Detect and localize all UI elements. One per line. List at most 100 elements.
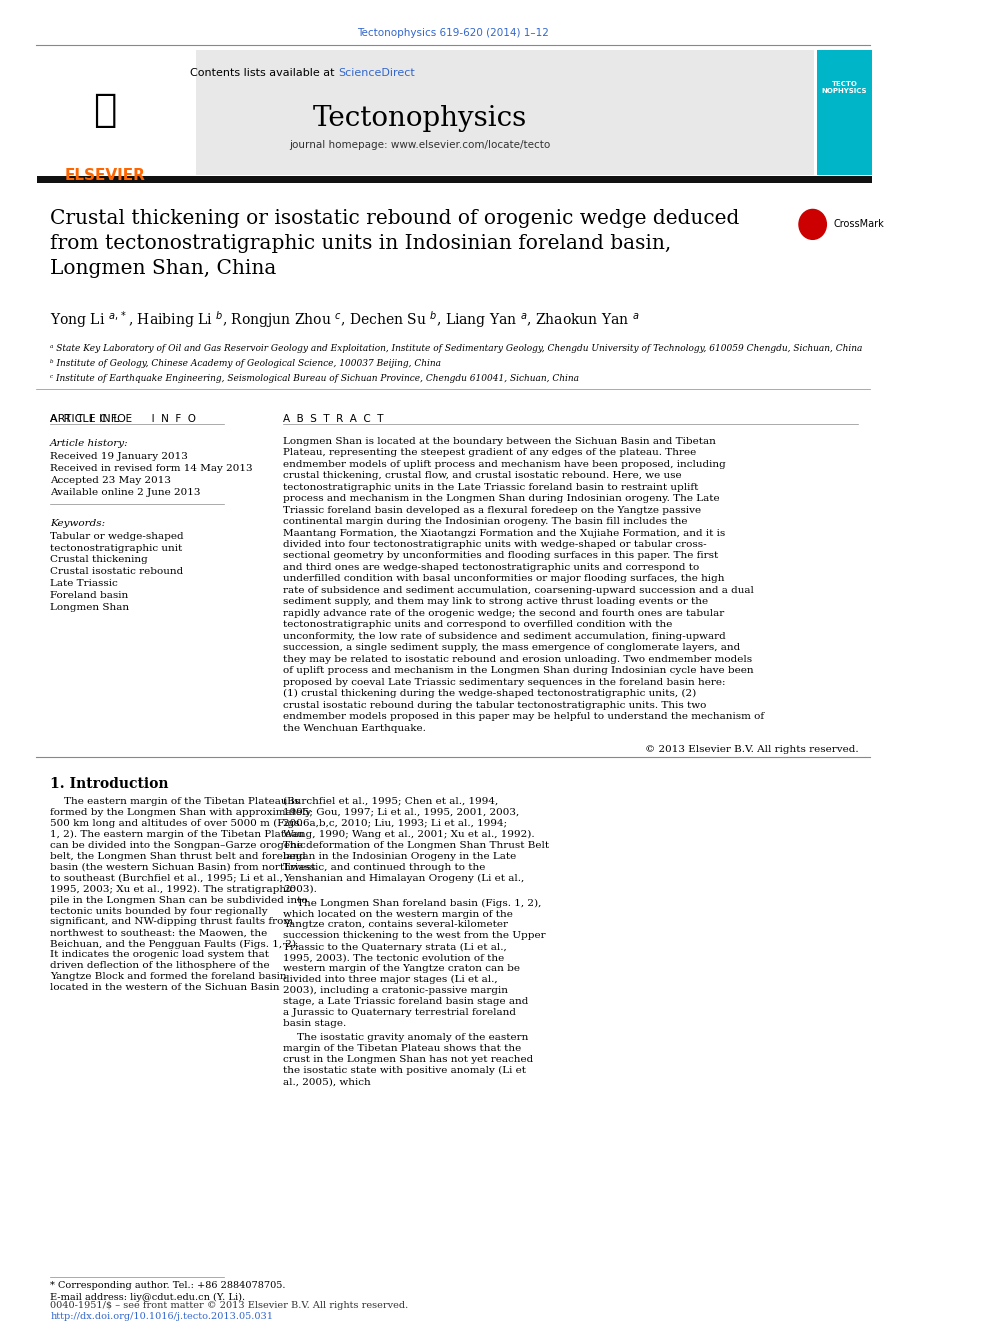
Text: http://dx.doi.org/10.1016/j.tecto.2013.05.031: http://dx.doi.org/10.1016/j.tecto.2013.0… <box>51 1312 273 1322</box>
Text: Crustal thickening or isostatic rebound of orogenic wedge deduced
from tectonost: Crustal thickening or isostatic rebound … <box>51 209 740 278</box>
Text: Article history:: Article history: <box>51 439 129 447</box>
Text: ᶜ Institute of Earthquake Engineering, Seismological Bureau of Sichuan Province,: ᶜ Institute of Earthquake Engineering, S… <box>51 374 579 382</box>
Text: E-mail address: liy@cdut.edu.cn (Y. Li).: E-mail address: liy@cdut.edu.cn (Y. Li). <box>51 1293 245 1302</box>
Text: ARTICLE INFO: ARTICLE INFO <box>51 414 126 423</box>
Text: endmember models proposed in this paper may be helpful to understand the mechani: endmember models proposed in this paper … <box>283 712 764 721</box>
Text: 1995; Gou, 1997; Li et al., 1995, 2001, 2003,: 1995; Gou, 1997; Li et al., 1995, 2001, … <box>283 808 520 816</box>
Text: 1995, 2003). The tectonic evolution of the: 1995, 2003). The tectonic evolution of t… <box>283 954 504 962</box>
Text: Tectonophysics: Tectonophysics <box>312 105 527 132</box>
Text: divided into three major stages (Li et al.,: divided into three major stages (Li et a… <box>283 975 498 984</box>
Text: tectonic units bounded by four regionally: tectonic units bounded by four regionall… <box>51 906 268 916</box>
Text: Maantang Formation, the Xiaotangzi Formation and the Xujiahe Formation, and it i: Maantang Formation, the Xiaotangzi Forma… <box>283 529 725 537</box>
Text: which located on the western margin of the: which located on the western margin of t… <box>283 909 513 918</box>
Text: unconformity, the low rate of subsidence and sediment accumulation, fining-upwar: unconformity, the low rate of subsidence… <box>283 632 726 640</box>
Text: the isostatic state with positive anomaly (Li et: the isostatic state with positive anomal… <box>283 1066 526 1076</box>
Text: It indicates the orogenic load system that: It indicates the orogenic load system th… <box>51 950 269 959</box>
Text: The Longmen Shan foreland basin (Figs. 1, 2),: The Longmen Shan foreland basin (Figs. 1… <box>297 898 541 908</box>
Text: 1995, 2003; Xu et al., 1992). The stratigraphic: 1995, 2003; Xu et al., 1992). The strati… <box>51 885 296 894</box>
Text: Tabular or wedge-shaped: Tabular or wedge-shaped <box>51 532 184 541</box>
Text: rate of subsidence and sediment accumulation, coarsening-upward succession and a: rate of subsidence and sediment accumula… <box>283 586 754 595</box>
Text: basin (the western Sichuan Basin) from northwest: basin (the western Sichuan Basin) from n… <box>51 863 315 872</box>
Text: to southeast (Burchfiel et al., 1995; Li et al.,: to southeast (Burchfiel et al., 1995; Li… <box>51 873 283 882</box>
Text: tectonostratigraphic units and correspond to overfilled condition with the: tectonostratigraphic units and correspon… <box>283 620 673 630</box>
Text: 0040-1951/$ – see front matter © 2013 Elsevier B.V. All rights reserved.: 0040-1951/$ – see front matter © 2013 El… <box>51 1302 409 1311</box>
Text: * Corresponding author. Tel.: +86 2884078705.: * Corresponding author. Tel.: +86 288407… <box>51 1282 286 1290</box>
Text: Keywords:: Keywords: <box>51 519 105 528</box>
Text: Received in revised form 14 May 2013: Received in revised form 14 May 2013 <box>51 464 253 472</box>
Text: pile in the Longmen Shan can be subdivided into: pile in the Longmen Shan can be subdivid… <box>51 896 308 905</box>
Text: The isostatic gravity anomaly of the eastern: The isostatic gravity anomaly of the eas… <box>297 1033 528 1043</box>
Text: (1) crustal thickening during the wedge-shaped tectonostratigraphic units, (2): (1) crustal thickening during the wedge-… <box>283 689 696 699</box>
Text: belt, the Longmen Shan thrust belt and foreland: belt, the Longmen Shan thrust belt and f… <box>51 852 306 861</box>
Text: crustal thickening, crustal flow, and crustal isostatic rebound. Here, we use: crustal thickening, crustal flow, and cr… <box>283 471 682 480</box>
Text: margin of the Tibetan Plateau shows that the: margin of the Tibetan Plateau shows that… <box>283 1044 522 1053</box>
Text: A  B  S  T  R  A  C  T: A B S T R A C T <box>283 414 384 423</box>
Text: Contents lists available at: Contents lists available at <box>189 67 338 78</box>
Text: sectional geometry by unconformities and flooding surfaces in this paper. The fi: sectional geometry by unconformities and… <box>283 552 718 561</box>
Text: 2003), including a cratonic-passive margin: 2003), including a cratonic-passive marg… <box>283 987 508 995</box>
Text: tectonostratigraphic units in the Late Triassic foreland basin to restraint upli: tectonostratigraphic units in the Late T… <box>283 483 698 492</box>
Text: 2006a,b,c, 2010; Liu, 1993; Li et al., 1994;: 2006a,b,c, 2010; Liu, 1993; Li et al., 1… <box>283 819 507 828</box>
Text: rapidly advance rate of the orogenic wedge; the second and fourth ones are tabul: rapidly advance rate of the orogenic wed… <box>283 609 724 618</box>
Text: sediment supply, and them may link to strong active thrust loading events or the: sediment supply, and them may link to st… <box>283 598 708 606</box>
Text: can be divided into the Songpan–Garze orogenic: can be divided into the Songpan–Garze or… <box>51 840 306 849</box>
Text: (Burchfiel et al., 1995; Chen et al., 1994,: (Burchfiel et al., 1995; Chen et al., 19… <box>283 796 498 806</box>
Text: ELSEVIER: ELSEVIER <box>64 168 146 183</box>
Text: Longmen Shan is located at the boundary between the Sichuan Basin and Tibetan: Longmen Shan is located at the boundary … <box>283 437 716 446</box>
FancyBboxPatch shape <box>37 50 196 175</box>
Text: northwest to southeast: the Maowen, the: northwest to southeast: the Maowen, the <box>51 929 268 938</box>
Text: journal homepage: www.elsevier.com/locate/tecto: journal homepage: www.elsevier.com/locat… <box>290 140 551 149</box>
Text: formed by the Longmen Shan with approximately: formed by the Longmen Shan with approxim… <box>51 808 311 816</box>
FancyBboxPatch shape <box>37 176 872 183</box>
Text: Yong Li $^{a,*}$, Haibing Li $^{b}$, Rongjun Zhou $^{c}$, Dechen Su $^{b}$, Lian: Yong Li $^{a,*}$, Haibing Li $^{b}$, Ron… <box>51 310 640 329</box>
Text: driven deflection of the lithosphere of the: driven deflection of the lithosphere of … <box>51 962 270 970</box>
Text: 2003).: 2003). <box>283 885 316 893</box>
Text: significant, and NW-dipping thrust faults from: significant, and NW-dipping thrust fault… <box>51 917 294 926</box>
Text: Triassic foreland basin developed as a flexural foredeep on the Yangtze passive: Triassic foreland basin developed as a f… <box>283 505 701 515</box>
Text: Yenshanian and Himalayan Orogeny (Li et al.,: Yenshanian and Himalayan Orogeny (Li et … <box>283 873 525 882</box>
Text: tectonostratigraphic unit: tectonostratigraphic unit <box>51 544 183 553</box>
Text: Available online 2 June 2013: Available online 2 June 2013 <box>51 488 200 496</box>
Text: a Jurassic to Quaternary terrestrial foreland: a Jurassic to Quaternary terrestrial for… <box>283 1008 516 1017</box>
Text: basin stage.: basin stage. <box>283 1019 346 1028</box>
Text: proposed by coeval Late Triassic sedimentary sequences in the foreland basin her: proposed by coeval Late Triassic sedimen… <box>283 677 725 687</box>
Text: The deformation of the Longmen Shan Thrust Belt: The deformation of the Longmen Shan Thru… <box>283 840 550 849</box>
Text: ✕: ✕ <box>806 217 818 232</box>
Text: crustal isostatic rebound during the tabular tectonostratigraphic units. This tw: crustal isostatic rebound during the tab… <box>283 701 706 709</box>
Text: 🌳: 🌳 <box>93 91 117 128</box>
Text: they may be related to isostatic rebound and erosion unloading. Two endmember mo: they may be related to isostatic rebound… <box>283 655 752 664</box>
Circle shape <box>799 209 826 239</box>
Text: process and mechanism in the Longmen Shan during Indosinian orogeny. The Late: process and mechanism in the Longmen Sha… <box>283 495 719 503</box>
Text: stage, a Late Triassic foreland basin stage and: stage, a Late Triassic foreland basin st… <box>283 998 529 1007</box>
Text: the Wenchuan Earthquake.: the Wenchuan Earthquake. <box>283 724 426 733</box>
Text: Yangtze craton, contains several-kilometer: Yangtze craton, contains several-kilomet… <box>283 921 508 930</box>
Text: Triassic to the Quaternary strata (Li et al.,: Triassic to the Quaternary strata (Li et… <box>283 942 507 951</box>
Text: The eastern margin of the Tibetan Plateau is: The eastern margin of the Tibetan Platea… <box>63 796 300 806</box>
Text: Crustal thickening: Crustal thickening <box>51 556 148 565</box>
Text: Beichuan, and the Pengguan Faults (Figs. 1, 2).: Beichuan, and the Pengguan Faults (Figs.… <box>51 939 300 949</box>
Text: ᵇ Institute of Geology, Chinese Academy of Geological Science, 100037 Beijing, C: ᵇ Institute of Geology, Chinese Academy … <box>51 359 441 368</box>
Text: Foreland basin: Foreland basin <box>51 591 129 601</box>
Text: A  R  T  I  C  L  E      I  N  F  O: A R T I C L E I N F O <box>51 414 196 423</box>
Text: 1. Introduction: 1. Introduction <box>51 777 169 791</box>
Text: continental margin during the Indosinian orogeny. The basin fill includes the: continental margin during the Indosinian… <box>283 517 687 527</box>
Text: of uplift process and mechanism in the Longmen Shan during Indosinian cycle have: of uplift process and mechanism in the L… <box>283 667 754 675</box>
Text: endmember models of uplift process and mechanism have been proposed, including: endmember models of uplift process and m… <box>283 459 726 468</box>
Text: ScienceDirect: ScienceDirect <box>338 67 415 78</box>
Text: Received 19 January 2013: Received 19 January 2013 <box>51 451 188 460</box>
Text: Wang, 1990; Wang et al., 2001; Xu et al., 1992).: Wang, 1990; Wang et al., 2001; Xu et al.… <box>283 830 535 839</box>
FancyBboxPatch shape <box>37 50 814 175</box>
Text: divided into four tectonostratigraphic units with wedge-shaped or tabular cross-: divided into four tectonostratigraphic u… <box>283 540 706 549</box>
Text: 500 km long and altitudes of over 5000 m (Figs.: 500 km long and altitudes of over 5000 m… <box>51 819 304 828</box>
Text: began in the Indosinian Orogeny in the Late: began in the Indosinian Orogeny in the L… <box>283 852 516 861</box>
Text: and third ones are wedge-shaped tectonostratigraphic units and correspond to: and third ones are wedge-shaped tectonos… <box>283 564 699 572</box>
Text: Plateau, representing the steepest gradient of any edges of the plateau. Three: Plateau, representing the steepest gradi… <box>283 448 696 458</box>
Text: Late Triassic: Late Triassic <box>51 579 118 589</box>
Text: located in the western of the Sichuan Basin: located in the western of the Sichuan Ba… <box>51 983 280 992</box>
Text: western margin of the Yangtze craton can be: western margin of the Yangtze craton can… <box>283 964 520 974</box>
Text: underfilled condition with basal unconformities or major flooding surfaces, the : underfilled condition with basal unconfo… <box>283 574 724 583</box>
Text: succession, a single sediment supply, the mass emergence of conglomerate layers,: succession, a single sediment supply, th… <box>283 643 740 652</box>
Text: Accepted 23 May 2013: Accepted 23 May 2013 <box>51 476 172 484</box>
Text: crust in the Longmen Shan has not yet reached: crust in the Longmen Shan has not yet re… <box>283 1056 534 1064</box>
Text: Longmen Shan: Longmen Shan <box>51 603 129 613</box>
